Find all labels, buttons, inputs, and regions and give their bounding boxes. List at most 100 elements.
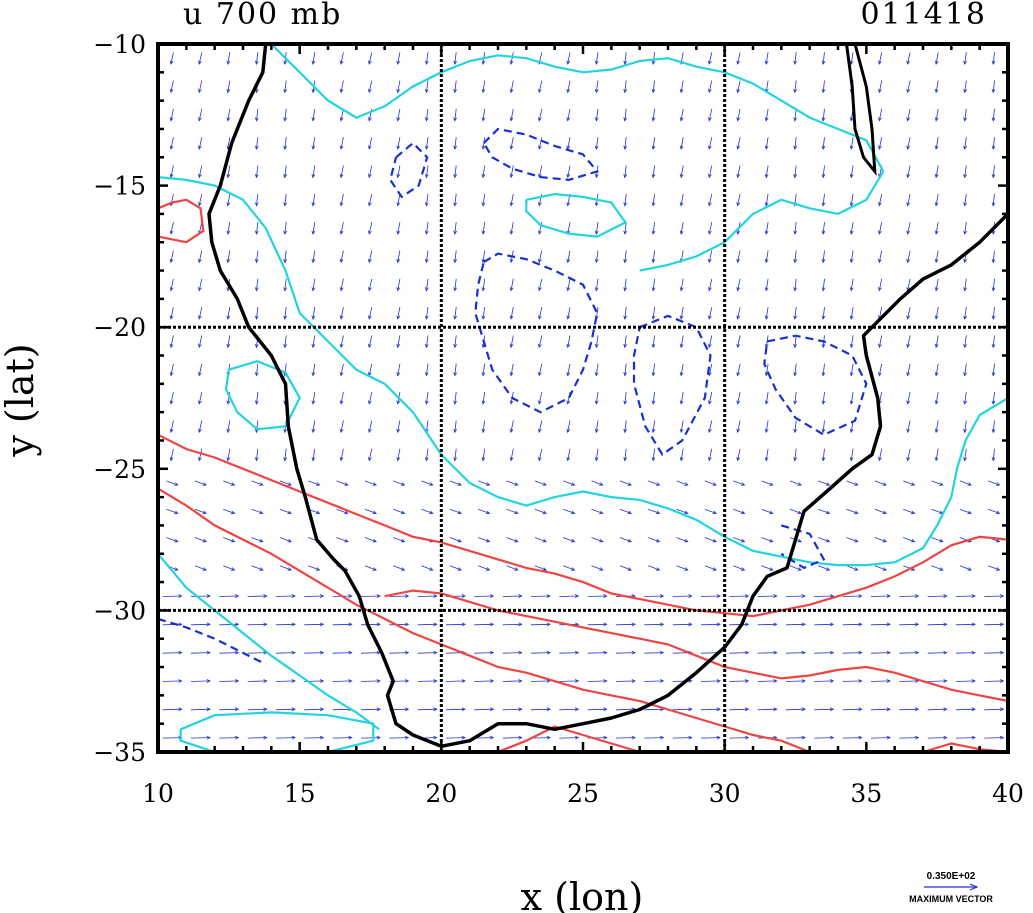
wind-vector	[162, 622, 183, 627]
wind-vector	[764, 250, 769, 264]
wind-vector	[591, 508, 604, 515]
wind-vector	[445, 622, 466, 627]
wind-vector	[368, 363, 373, 377]
wind-vector	[538, 335, 543, 349]
wind-vector	[594, 137, 599, 150]
wind-vector	[623, 193, 628, 207]
wind-vector	[934, 80, 939, 94]
wind-vector	[169, 80, 174, 94]
wind-vector	[761, 480, 774, 486]
wind-vector	[764, 193, 769, 207]
wind-vector	[449, 480, 462, 486]
wind-vector	[594, 80, 599, 94]
wind-vector	[453, 420, 458, 434]
wind-vector	[339, 307, 344, 320]
wind-vector	[623, 448, 628, 462]
wind-vector	[223, 537, 236, 543]
wind-vector	[708, 137, 713, 150]
plot-title: u 700 mb	[183, 0, 342, 32]
wind-vector	[559, 650, 580, 655]
max-vector-value: 0.350E+02	[927, 871, 976, 882]
wind-vector	[764, 137, 769, 150]
wind-vector	[906, 193, 911, 207]
wind-vector	[708, 165, 713, 179]
wind-vector	[821, 193, 826, 207]
wind-vector	[764, 392, 769, 405]
wind-vector	[339, 250, 344, 264]
wind-vector	[615, 735, 636, 740]
wind-vector	[934, 222, 939, 235]
wind-vector	[538, 363, 543, 377]
wind-vector	[566, 80, 571, 94]
wind-vector	[162, 735, 183, 740]
wind-vector	[368, 80, 373, 94]
wind-vector	[736, 137, 741, 150]
wind-vector	[849, 250, 854, 264]
wind-vector	[785, 622, 806, 627]
wind-vector	[311, 307, 316, 320]
wind-vector	[538, 165, 543, 179]
wind-vector	[474, 594, 495, 598]
wind-vector	[651, 420, 656, 434]
wind-vector	[424, 193, 429, 207]
wind-vector	[594, 335, 599, 349]
wind-vector	[424, 250, 429, 264]
coastline-layer	[207, 43, 1010, 749]
wind-vector	[818, 480, 831, 486]
wind-vector	[364, 537, 377, 543]
wind-vector	[275, 594, 296, 598]
wind-vector	[563, 565, 576, 571]
wind-vector	[651, 250, 656, 264]
wind-vector	[223, 508, 236, 515]
wind-vector	[785, 679, 806, 683]
wind-vector	[509, 363, 514, 377]
wind-vector	[906, 52, 911, 65]
wind-vector	[623, 307, 628, 320]
wind-vector	[481, 392, 486, 405]
wind-vector	[364, 508, 377, 515]
wind-vector	[481, 108, 486, 122]
wind-vector	[226, 448, 231, 462]
wind-vector	[283, 335, 288, 349]
contour-negative	[474, 252, 599, 414]
wind-vector	[339, 363, 344, 377]
wind-vector	[198, 278, 203, 292]
wind-vector	[814, 735, 835, 740]
wind-vector	[421, 480, 434, 486]
wind-vector	[279, 480, 292, 486]
wind-vector	[421, 508, 434, 515]
x-axis-label: x (lon)	[521, 875, 644, 913]
wind-vector	[934, 193, 939, 207]
wind-vector	[219, 594, 240, 598]
time-code: 011418	[860, 0, 987, 32]
wind-vector	[849, 307, 854, 320]
wind-vector	[679, 222, 684, 235]
wind-vector	[991, 108, 996, 122]
wind-vector	[736, 420, 741, 434]
wind-vector	[878, 335, 883, 349]
wind-vector	[283, 80, 288, 94]
wind-vector	[396, 137, 401, 150]
wind-vector	[793, 278, 798, 292]
wind-vector	[162, 707, 183, 712]
contour-negative	[780, 524, 826, 570]
wind-vector	[223, 565, 236, 571]
wind-vector	[538, 80, 543, 94]
wind-vector	[453, 137, 458, 151]
wind-vector	[509, 278, 514, 292]
wind-vector	[449, 537, 462, 543]
wind-vector	[963, 52, 968, 65]
wind-vector	[679, 420, 684, 434]
wind-vector	[899, 622, 920, 627]
wind-vector	[481, 222, 486, 235]
wind-vector	[821, 250, 826, 264]
wind-vector	[393, 565, 406, 571]
wind-vector	[619, 480, 632, 486]
wind-vector	[818, 508, 831, 515]
wind-vector	[793, 80, 798, 94]
wind-vector	[251, 537, 264, 543]
wind-vector	[704, 508, 717, 515]
wind-vector	[906, 448, 911, 462]
wind-vector	[169, 392, 174, 405]
wind-vector	[906, 392, 911, 405]
